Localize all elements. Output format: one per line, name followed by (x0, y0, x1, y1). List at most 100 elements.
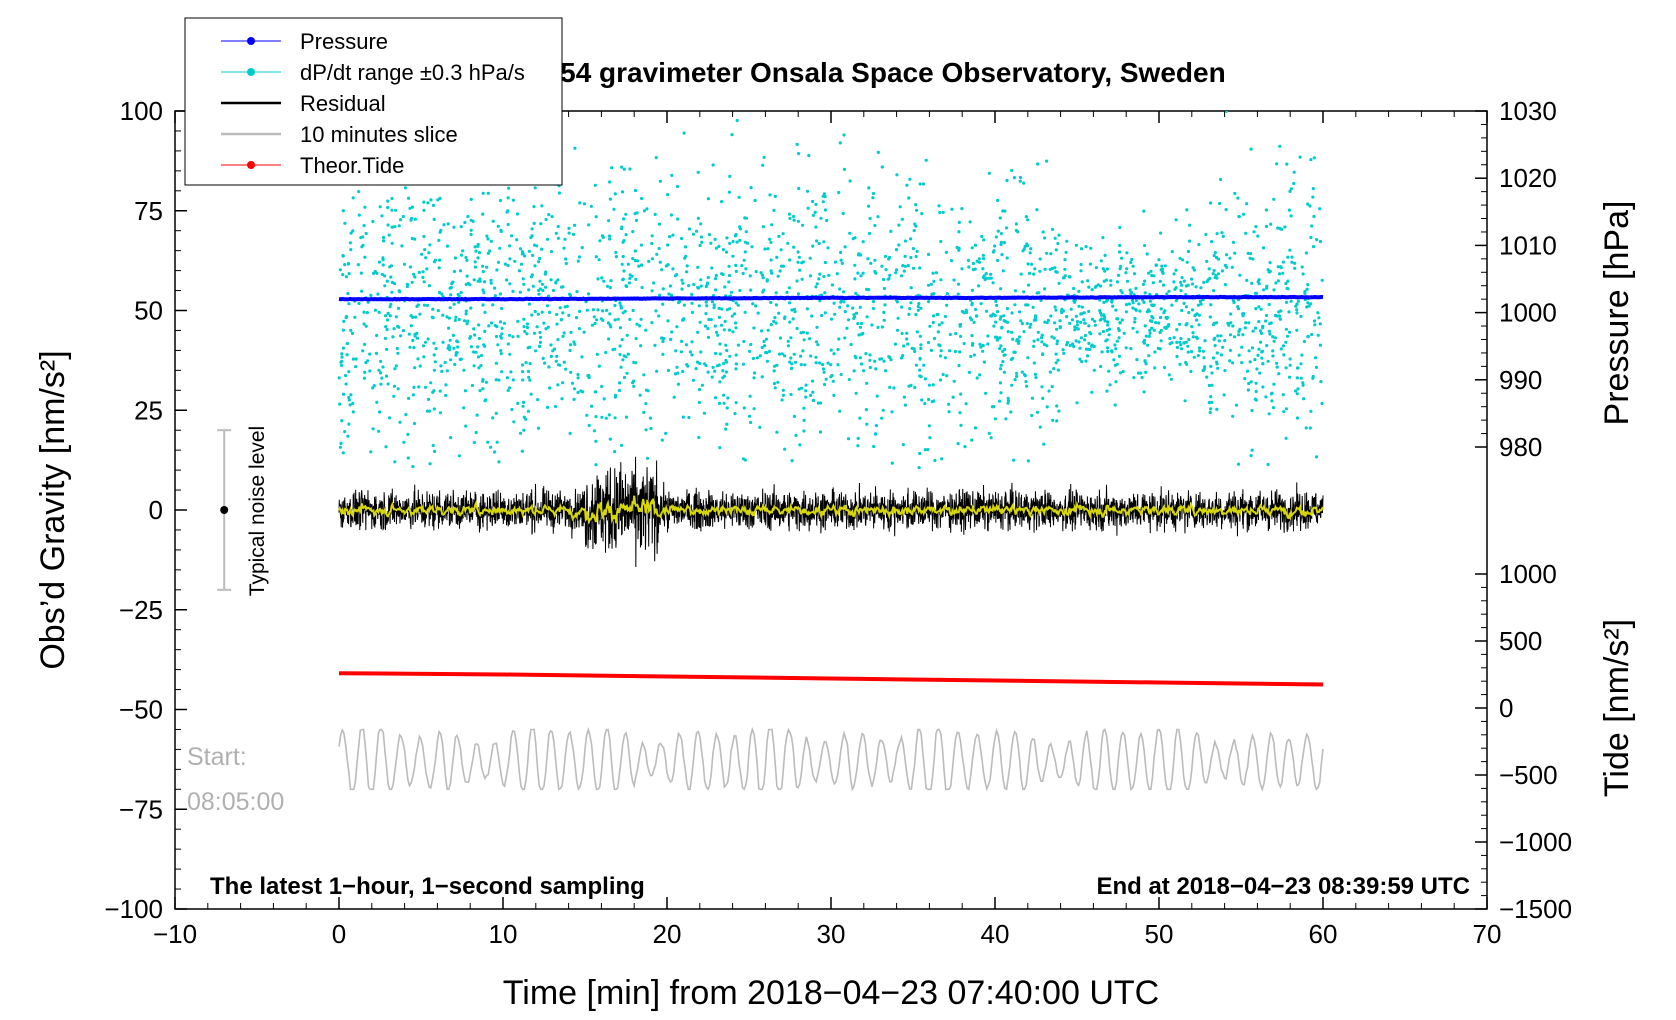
y-tick-label: 75 (134, 196, 163, 226)
dpdt-point (363, 205, 367, 209)
dpdt-point (541, 288, 545, 292)
dpdt-point (703, 324, 708, 328)
dpdt-point (613, 347, 617, 351)
dpdt-point (657, 314, 661, 318)
dpdt-point (624, 212, 628, 216)
dpdt-point (1024, 215, 1028, 219)
dpdt-point (449, 358, 453, 362)
dpdt-point (628, 273, 632, 277)
dpdt-point (926, 252, 931, 256)
dpdt-point (377, 368, 381, 372)
dpdt-point (1315, 238, 1319, 242)
dpdt-point (1010, 330, 1014, 334)
dpdt-point (934, 271, 939, 275)
dpdt-point (1182, 301, 1186, 305)
dpdt-point (1253, 358, 1257, 362)
dpdt-point (831, 379, 835, 383)
dpdt-point (1105, 346, 1110, 350)
dpdt-point (814, 340, 819, 344)
dpdt-point (888, 273, 892, 277)
dpdt-point (1281, 260, 1285, 264)
dpdt-point (1178, 322, 1182, 326)
dpdt-point (861, 240, 865, 244)
dpdt-point (527, 375, 531, 379)
dpdt-point (1032, 339, 1036, 343)
x-tick-label: 20 (653, 919, 682, 949)
dpdt-point (1084, 359, 1088, 363)
dpdt-point (1147, 334, 1151, 338)
dpdt-point (918, 334, 923, 338)
dpdt-point (371, 427, 375, 431)
dpdt-point (1278, 144, 1282, 148)
dpdt-point (1215, 360, 1219, 364)
dpdt-point (868, 365, 872, 370)
dpdt-point (470, 383, 474, 388)
dpdt-point (366, 359, 370, 363)
dpdt-point (805, 307, 810, 311)
dpdt-point (1022, 181, 1026, 185)
dpdt-point (1153, 350, 1157, 354)
dpdt-point (1279, 266, 1283, 270)
dpdt-point (1045, 405, 1049, 409)
dpdt-point (613, 192, 617, 196)
dpdt-point (874, 367, 878, 371)
dpdt-point (1275, 162, 1279, 166)
dpdt-point (1088, 330, 1092, 335)
dpdt-point (728, 354, 732, 358)
dpdt-point (1074, 314, 1078, 318)
dpdt-point (760, 375, 764, 379)
dpdt-point (799, 331, 803, 335)
dpdt-point (457, 317, 461, 322)
dpdt-point (1196, 303, 1200, 307)
dpdt-point (1106, 349, 1110, 354)
dpdt-point (1129, 347, 1133, 351)
dpdt-point (1130, 298, 1135, 302)
dpdt-point (1259, 307, 1263, 311)
dpdt-point (1051, 418, 1055, 422)
dpdt-point (1266, 462, 1270, 467)
dpdt-point (822, 370, 826, 374)
dpdt-point (474, 430, 478, 435)
dpdt-point (516, 334, 520, 338)
dpdt-point (532, 221, 536, 225)
dpdt-point (1211, 356, 1216, 360)
dpdt-point (963, 445, 967, 449)
dpdt-point (743, 458, 747, 462)
dpdt-point (1284, 436, 1288, 440)
dpdt-point (1191, 308, 1195, 312)
dpdt-point (1282, 353, 1286, 357)
dpdt-point (362, 322, 366, 326)
dpdt-point (824, 377, 828, 381)
dpdt-point (931, 271, 935, 275)
dpdt-point (612, 207, 616, 211)
dpdt-point (923, 448, 927, 452)
dpdt-point (1026, 218, 1030, 222)
dpdt-point (1287, 208, 1291, 212)
y-tick-label: 0 (149, 495, 163, 525)
dpdt-point (994, 299, 998, 303)
dpdt-point (1022, 247, 1026, 251)
dpdt-point (738, 227, 743, 231)
dpdt-point (609, 279, 613, 283)
dpdt-point (713, 369, 717, 373)
dpdt-point (421, 270, 425, 274)
dpdt-point (926, 340, 931, 345)
dpdt-point (474, 350, 478, 354)
dpdt-point (801, 260, 805, 264)
dpdt-point (1211, 272, 1215, 276)
dpdt-point (764, 337, 769, 341)
dpdt-point (825, 218, 829, 223)
dpdt-point (654, 156, 658, 160)
dpdt-point (1100, 350, 1104, 354)
dpdt-point (1053, 236, 1057, 240)
dpdt-point (741, 271, 745, 276)
x-tick-label: −10 (153, 919, 197, 949)
dpdt-point (1103, 319, 1107, 323)
dpdt-point (790, 308, 794, 312)
dpdt-point (998, 381, 1003, 385)
dpdt-point (1125, 251, 1129, 255)
dpdt-point (833, 260, 838, 264)
dpdt-point (598, 239, 602, 243)
